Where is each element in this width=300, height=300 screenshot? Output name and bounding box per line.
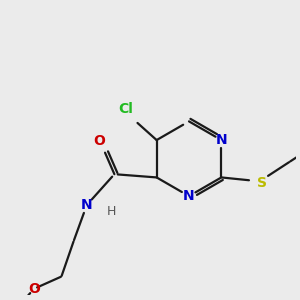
- Text: O: O: [93, 134, 105, 148]
- Text: N: N: [81, 198, 93, 212]
- Text: N: N: [215, 133, 227, 147]
- Text: N: N: [183, 189, 195, 203]
- Text: Cl: Cl: [118, 102, 133, 116]
- Text: H: H: [106, 205, 116, 218]
- Text: O: O: [28, 282, 40, 296]
- Text: S: S: [257, 176, 267, 190]
